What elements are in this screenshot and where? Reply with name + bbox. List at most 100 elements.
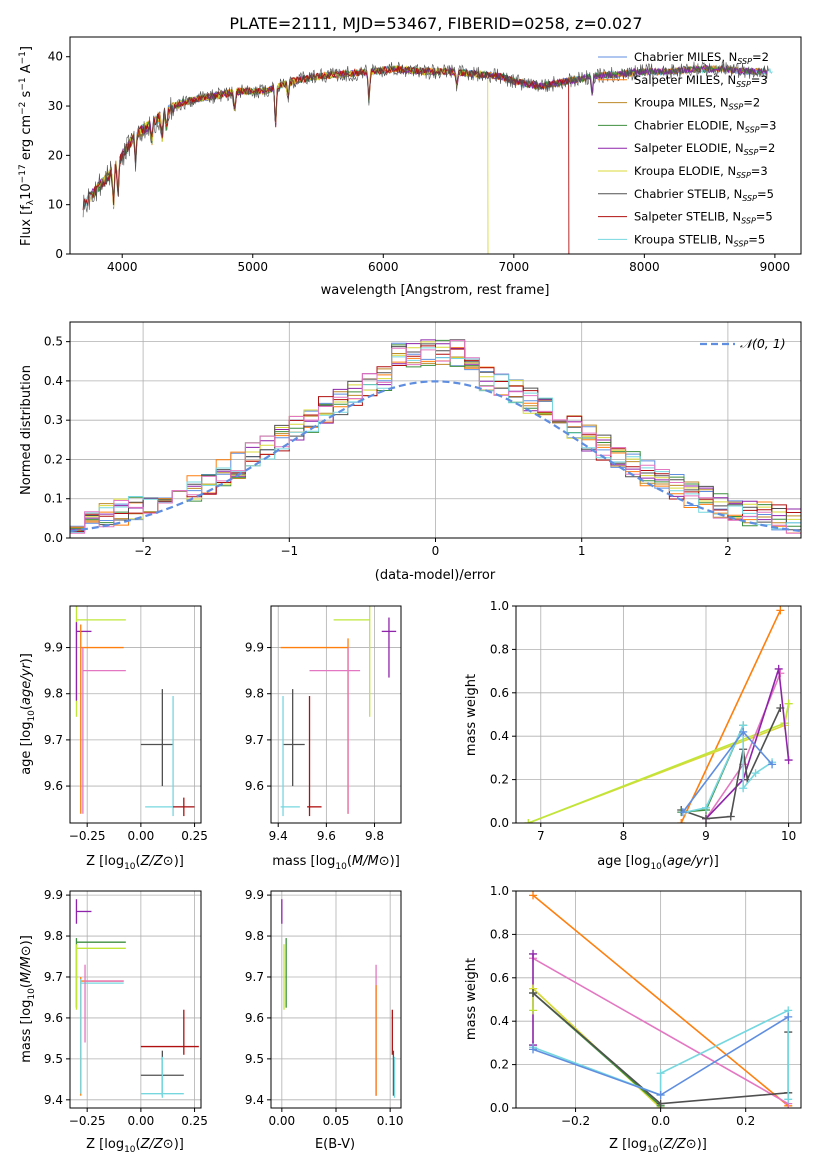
y-tick-label: 0.1 — [44, 492, 63, 506]
weight-marker — [656, 1099, 665, 1108]
weight-line-salpeter_elodie — [705, 668, 790, 820]
spectrum-axes: 4000 5000 6000 7000 8000 9000 0 10 20 30 40 Flux [f… — [18, 36, 802, 274]
y-tick-label: 9.8 — [44, 687, 63, 701]
weight-marker — [774, 664, 783, 673]
y-tick-label: 9.5 — [44, 1052, 63, 1066]
x-tick-label: −1 — [280, 544, 298, 558]
x-tick-label: −0.25 — [69, 1114, 106, 1128]
x-tick-label: 0.00 — [128, 829, 155, 843]
y-tick-label: 9.7 — [245, 970, 264, 984]
weight-line-kroupa_stelib — [685, 725, 773, 813]
axes-frame — [515, 605, 802, 824]
weight-marker — [524, 819, 533, 823]
x-tick-label: 7 — [537, 829, 545, 843]
y-tick-label: 0.0 — [44, 531, 63, 545]
x-tick-label: 0 — [432, 544, 440, 558]
weight-z-ylabel: mass weight — [464, 958, 479, 1040]
y-tick-label: 0.4 — [44, 374, 63, 388]
y-tick-label: 9.4 — [44, 1093, 63, 1107]
figure-title: PLATE=2111, MJD=53467, FIBERID=0258, z=0… — [229, 14, 642, 33]
y-tick-label: 9.5 — [245, 1052, 264, 1066]
y-tick-label: 0.2 — [490, 773, 509, 787]
y-tick-label: 9.9 — [44, 641, 63, 655]
residuals-xlabel: (data-model)/error — [375, 568, 496, 583]
x-tick-label: −2 — [134, 544, 152, 558]
weight-line-chabrier_miles — [682, 730, 773, 813]
y-tick-label: 9.9 — [245, 641, 264, 655]
weight-marker — [529, 988, 538, 997]
y-tick-label: 0.4 — [490, 1014, 509, 1028]
weight-marker — [784, 1095, 793, 1104]
x-tick-label: 9000 — [760, 260, 791, 274]
legend-entry: Kroupa MILES, NSSP=2 — [634, 96, 760, 112]
x-tick-label: 1 — [578, 544, 586, 558]
x-tick-label: 5000 — [237, 260, 268, 274]
weight-marker — [529, 1045, 538, 1054]
weight-vs-metallicity-axes: −0.2 0.0 0.2 0.0 0.2 0.4 0.6 0.8 1.0 Z [log10(Z/Z… — [490, 884, 802, 1155]
legend-entry: Salpeter MILES, NSSP=3 — [634, 73, 768, 89]
age-z-xlabel: Z [log10(Z/Z⊙)] — [86, 854, 184, 872]
weight-marker — [739, 727, 748, 736]
weight-line-chabrier_stelib — [680, 707, 782, 820]
weight-marker — [784, 756, 793, 765]
y-tick-label: 9.9 — [44, 888, 63, 902]
x-tick-label: 0.25 — [181, 1114, 208, 1128]
y-tick-label: 10 — [48, 198, 63, 212]
x-tick-label: 9.4 — [269, 829, 288, 843]
y-tick-label: 0.6 — [490, 686, 509, 700]
weight-marker — [784, 699, 793, 708]
y-tick-label: 20 — [48, 148, 63, 162]
weight-age-xlabel: age [log10(age/yr)] — [597, 854, 719, 872]
weight-age-ylabel: mass weight — [464, 674, 479, 756]
legend-entry: Chabrier STELIB, NSSP=5 — [634, 187, 774, 203]
legend-entry: Kroupa ELODIE, NSSP=3 — [634, 164, 768, 180]
y-tick-label: 9.7 — [245, 733, 264, 747]
x-tick-label: 9.6 — [317, 829, 336, 843]
x-tick-label: 0.00 — [128, 1114, 155, 1128]
y-tick-label: 9.7 — [44, 970, 63, 984]
x-tick-label: 8000 — [629, 260, 660, 274]
weight-marker — [776, 703, 785, 712]
weight-marker — [529, 891, 538, 900]
y-tick-label: 1.0 — [490, 599, 509, 613]
y-tick-label: 0.5 — [44, 335, 63, 349]
weight-marker — [678, 808, 687, 817]
spectrum-xlabel: wavelength [Angstrom, rest frame] — [321, 283, 550, 298]
x-tick-label: −0.25 — [69, 829, 106, 843]
x-tick-label: 10 — [781, 829, 796, 843]
weight-marker — [784, 1012, 793, 1021]
mass-z-ylabel: mass [log10(M/M⊙)] — [19, 935, 37, 1063]
legend-entry: Chabrier ELODIE, NSSP=3 — [634, 118, 776, 134]
weight-line-salpeter_miles — [532, 894, 789, 1107]
age-mass-xlabel: mass [log10(M/M⊙)] — [272, 854, 400, 872]
axes-frame — [69, 36, 802, 255]
axes-frame — [69, 890, 202, 1109]
weight-marker — [751, 769, 760, 778]
x-tick-label: 0.25 — [181, 829, 208, 843]
x-tick-label: 4000 — [107, 260, 138, 274]
age-z-ylabel: age [log10(age/yr)] — [19, 653, 37, 775]
weight-marker — [726, 812, 735, 821]
y-tick-label: 9.7 — [44, 733, 63, 747]
y-tick-label: 9.8 — [245, 687, 264, 701]
spectrum-line-salpeter_stelib — [82, 65, 570, 254]
weight-z-xlabel: Z [log10(Z/Z⊙)] — [609, 1137, 707, 1155]
age-vs-metallicity-axes: −0.25 0.00 0.25 9.6 9.7 9.8 9.9 Z [log10(Z/Z⊙)]… — [19, 605, 208, 872]
y-tick-label: 1.0 — [490, 884, 509, 898]
x-tick-label: 9.8 — [365, 829, 384, 843]
y-tick-label: 9.9 — [245, 888, 264, 902]
legend-entry: Salpeter ELODIE, NSSP=2 — [634, 141, 775, 157]
weight-line-kroupa_elodie — [528, 703, 790, 823]
x-tick-label: 2 — [724, 544, 732, 558]
x-tick-label: 0.10 — [377, 1114, 404, 1128]
legend-entry: Salpeter STELIB, NSSP=5 — [634, 210, 773, 226]
y-tick-label: 9.8 — [44, 929, 63, 943]
axes-frame — [270, 605, 402, 824]
histogram-step-pink — [70, 339, 801, 537]
spectrum-ylabel: Flux [fλ10−17 erg cm−2 s−1 A−1] — [18, 46, 36, 246]
y-tick-label: 30 — [48, 99, 63, 113]
y-tick-label: 40 — [48, 50, 63, 64]
x-tick-label: 0.00 — [268, 1114, 295, 1128]
x-tick-label: 9 — [702, 829, 710, 843]
